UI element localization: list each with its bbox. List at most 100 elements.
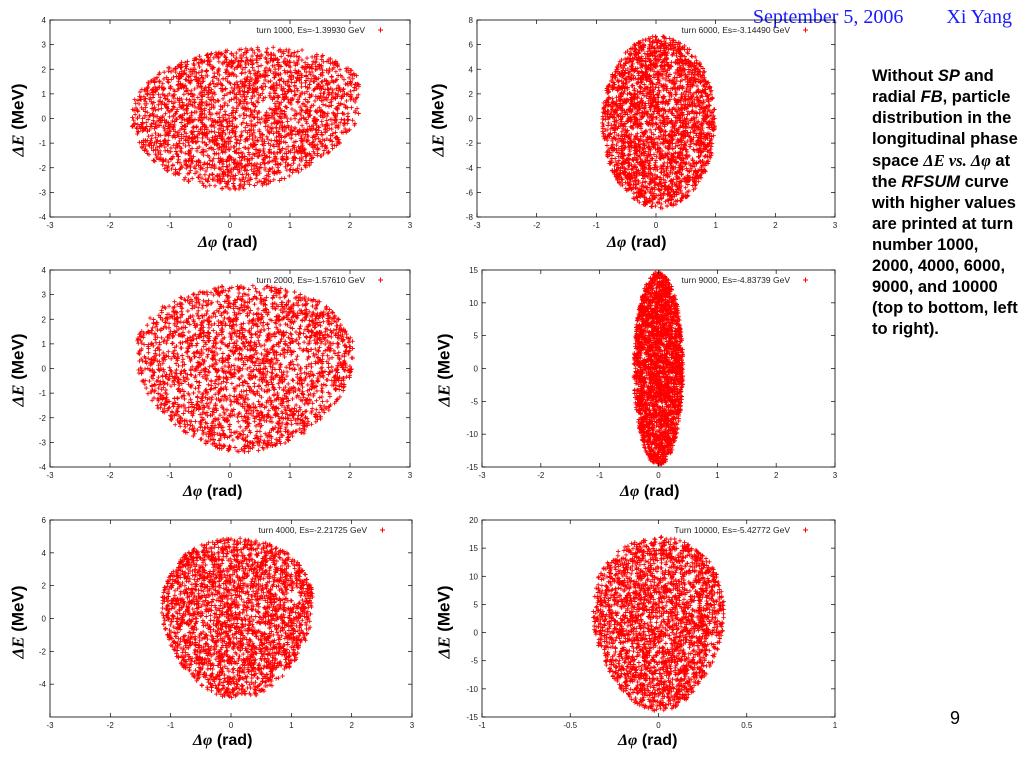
y-tick-label: -8: [466, 213, 474, 222]
x-tick-label: 0: [656, 471, 661, 480]
y-tick-label: 1: [42, 340, 47, 349]
y-tick-label: 0: [474, 365, 479, 374]
y-tick-label: 4: [42, 549, 47, 558]
caption-part: at the: [872, 152, 1011, 191]
caption-part: and radial: [872, 67, 994, 106]
phase-space-plot-5: -3 -2 -1 0 1 2 3 -4 -2 0 2 4 6 turn 4000, Es=-2.21725…: [39, 516, 415, 730]
x-tick-label: -1: [166, 471, 174, 480]
x-tick-label: 2: [773, 221, 778, 230]
y-axis-unit: (MeV): [434, 585, 453, 637]
x-tick-label: -2: [106, 221, 114, 230]
legend-marker: [378, 27, 383, 33]
x-tick-label: 3: [833, 221, 838, 230]
y-tick-label: -10: [466, 430, 478, 439]
x-axis-unit: (rad): [217, 234, 258, 251]
y-axis-label: ΔE (MeV): [434, 586, 454, 659]
x-axis-symbol: Δφ: [607, 234, 627, 251]
y-axis-symbol: ΔE: [434, 384, 453, 407]
y-tick-label: 0: [469, 115, 474, 124]
y-tick-label: -4: [39, 680, 47, 689]
x-tick-label: -1: [593, 221, 601, 230]
legend-label: turn 2000, Es=-1.57610 GeV: [257, 275, 366, 285]
scatter-svg: -1 -0.5 0 0.5 1 -15 -10 -5 0 5 10 15 20 Turn 10000, E…: [466, 516, 837, 730]
x-axis-symbol: Δφ: [618, 732, 638, 749]
y-tick-label: 4: [42, 266, 47, 275]
caption-math: ΔE vs. Δφ: [923, 151, 991, 170]
legend-label: turn 1000, Es=-1.39930 GeV: [257, 25, 366, 35]
x-tick-label: 2: [774, 471, 779, 480]
y-tick-label: -5: [471, 397, 479, 406]
y-tick-label: -2: [39, 647, 47, 656]
y-tick-label: 15: [469, 544, 478, 553]
y-tick-label: -3: [39, 188, 47, 197]
x-tick-label: 3: [410, 721, 415, 730]
y-tick-label: 4: [469, 65, 474, 74]
y-axis-symbol: ΔE: [8, 384, 27, 407]
y-tick-label: 3: [42, 291, 47, 300]
y-axis-label: ΔE (MeV): [8, 84, 28, 157]
date-text: September 5, 2006: [752, 6, 904, 28]
caption-part: Without: [872, 67, 938, 85]
scatter-points: [600, 34, 717, 211]
scatter-points: [591, 534, 726, 713]
y-tick-label: 1: [42, 90, 47, 99]
y-tick-label: 0: [42, 115, 47, 124]
author-text: Xi Yang: [946, 6, 1012, 28]
scatter-svg: -3 -2 -1 0 1 2 3 -4 -2 0 2 4 6 turn 4000, Es=-2.21725…: [39, 516, 415, 730]
caption-fb: FB: [920, 88, 943, 106]
y-axis-unit: (MeV): [434, 333, 453, 385]
page-number: 9: [950, 708, 961, 728]
x-tick-label: -1: [166, 221, 174, 230]
y-tick-label: -2: [39, 164, 47, 173]
x-tick-label: 1: [713, 221, 718, 230]
legend-marker: [380, 527, 385, 533]
x-tick-label: -3: [46, 721, 54, 730]
y-tick-label: 6: [42, 516, 47, 525]
y-tick-label: 0: [42, 615, 47, 624]
x-tick-label: -3: [473, 221, 481, 230]
x-tick-label: 1: [289, 721, 294, 730]
x-tick-label: -1: [167, 721, 175, 730]
x-axis-symbol: Δφ: [620, 483, 640, 500]
x-axis-unit: (rad): [212, 732, 253, 749]
x-tick-label: 1: [288, 221, 293, 230]
y-axis-label: ΔE (MeV): [8, 334, 28, 407]
x-tick-label: -3: [46, 221, 54, 230]
legend-marker: [803, 27, 808, 33]
caption-sp: SP: [937, 67, 960, 85]
caption-part: , particle distribution in the longitudi…: [872, 88, 1018, 170]
x-tick-label: 0: [654, 221, 659, 230]
y-tick-label: 2: [42, 582, 47, 591]
caption-part: curve with higher values are printed at …: [872, 173, 1018, 338]
y-axis-symbol: ΔE: [8, 636, 27, 659]
y-tick-label: 0: [474, 629, 479, 638]
y-tick-label: 20: [469, 516, 478, 525]
x-tick-label: 3: [408, 471, 413, 480]
x-tick-label: -3: [478, 471, 486, 480]
x-axis-symbol: Δφ: [193, 732, 213, 749]
y-tick-label: 8: [469, 16, 474, 25]
x-axis-unit: (rad): [202, 483, 243, 500]
y-axis-label: ΔE (MeV): [8, 586, 28, 659]
y-axis-label: ΔE (MeV): [434, 334, 454, 407]
phase-space-plot-1: -3 -2 -1 0 1 2 3 -4 -3 -2 -1 0 1 2 3 4 turn 1000, Es=-1.…: [39, 16, 413, 230]
y-tick-label: 5: [474, 332, 479, 341]
x-axis-label: Δφ (rad): [618, 732, 677, 750]
y-axis-unit: (MeV): [8, 83, 27, 135]
x-tick-label: -2: [107, 721, 115, 730]
x-tick-label: -2: [533, 221, 541, 230]
x-tick-label: -1: [478, 721, 486, 730]
y-tick-label: -5: [471, 657, 479, 666]
phase-space-plot-2: -3 -2 -1 0 1 2 3 -8 -6 -4 -2 0 2 4 6 8 turn 6000, Es=-3.…: [466, 16, 838, 230]
x-tick-label: -2: [537, 471, 545, 480]
x-tick-label: 1: [715, 471, 720, 480]
y-tick-label: 4: [42, 16, 47, 25]
y-tick-label: -10: [466, 685, 478, 694]
x-tick-label: 3: [408, 221, 413, 230]
x-tick-label: -3: [46, 471, 54, 480]
x-tick-label: 2: [348, 471, 353, 480]
x-tick-label: 2: [348, 221, 353, 230]
x-axis-unit: (rad): [639, 483, 680, 500]
